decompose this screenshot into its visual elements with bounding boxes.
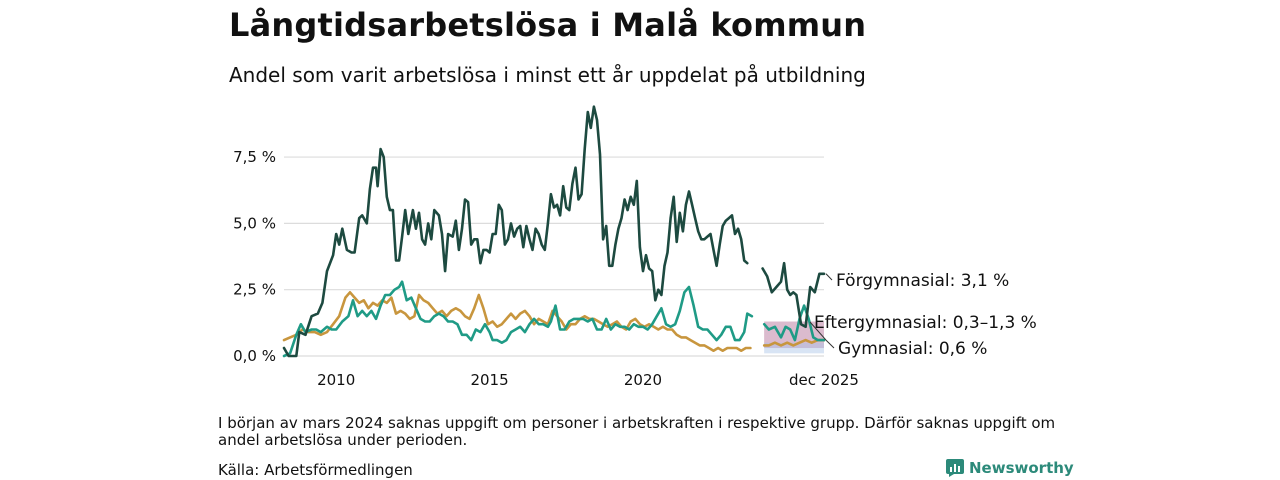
uncertainty-band [764, 342, 824, 354]
chart-title: Långtidsarbetslösa i Malå kommun [229, 6, 867, 44]
source-note: Källa: Arbetsförmedlingen [218, 461, 413, 479]
brand-name: Newsworthy [969, 459, 1074, 477]
series-line [282, 105, 826, 358]
y-tick-label: 0,0 % [233, 347, 276, 365]
newsworthy-logo-icon [946, 459, 964, 477]
series-line [282, 291, 826, 352]
line-chart: 0,0 % 2,5 % 5,0 % 7,5 % 2010 2015 2020 dec 202… [233, 105, 1037, 389]
series-end-label: Gymnasial: 0,6 % [838, 339, 987, 359]
series-end-label: Eftergymnasial: 0,3–1,3 % [814, 313, 1037, 333]
y-axis: 0,0 % 2,5 % 5,0 % 7,5 % [233, 148, 276, 365]
brand-logo[interactable]: Newsworthy [946, 458, 1074, 478]
series-lines [282, 105, 826, 358]
x-tick-label: 2010 [317, 371, 355, 389]
y-tick-label: 5,0 % [233, 214, 276, 232]
chart-subtitle: Andel som varit arbetslösa i minst ett å… [229, 63, 866, 87]
y-tick-label: 2,5 % [233, 281, 276, 299]
y-tick-label: 7,5 % [233, 148, 276, 166]
series-end-labels: Förgymnasial: 3,1 % Eftergymnasial: 0,3–1… [809, 271, 1037, 359]
x-tick-label: 2020 [624, 371, 662, 389]
x-tick-label: dec 2025 [789, 371, 859, 389]
x-tick-label: 2015 [470, 371, 508, 389]
series-line [282, 280, 826, 358]
x-axis: 2010 2015 2020 dec 2025 [317, 371, 859, 389]
label-connector [825, 339, 835, 349]
series-end-label: Förgymnasial: 3,1 % [836, 271, 1009, 291]
footnote: I början av mars 2024 saknas uppgift om … [218, 414, 1056, 449]
label-connector [825, 273, 833, 281]
label-connector [809, 321, 827, 341]
